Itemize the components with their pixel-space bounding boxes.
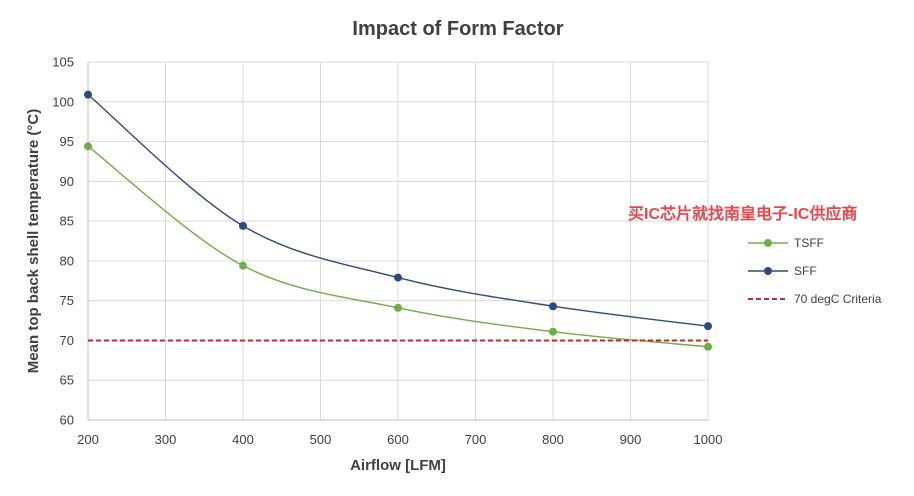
watermark-text: 买IC芯片就找南皇电子-IC供应商 [628, 204, 857, 223]
data-point-sff [704, 322, 712, 331]
chart-title: Impact of Form Factor [352, 18, 563, 40]
x-tick-label: 800 [542, 432, 564, 447]
x-tick-label: 1000 [694, 432, 723, 447]
legend-marker-tsff [764, 239, 772, 247]
x-tick-label: 700 [465, 432, 487, 447]
legend-label-sff: SFF [794, 264, 817, 278]
data-point-tsff [549, 327, 557, 336]
x-tick-label: 300 [155, 432, 177, 447]
legend: TSFF SFF 70 degC Criteria [748, 236, 882, 306]
y-tick-label: 80 [60, 253, 74, 268]
y-tick-label: 65 [60, 373, 74, 388]
data-point-sff [394, 273, 402, 282]
x-tick-label: 900 [620, 432, 642, 447]
axes [87, 62, 708, 421]
y-tick-label: 70 [60, 333, 74, 348]
x-tick-label: 400 [232, 432, 254, 447]
y-tick-label: 75 [60, 293, 74, 308]
data-point-tsff [394, 303, 402, 312]
y-axis-title: Mean top back shell temperature (°C) [25, 109, 42, 373]
legend-label-tsff: TSFF [794, 236, 824, 250]
x-axis-title: Airflow [LFM] [350, 457, 446, 474]
data-point-sff [84, 90, 92, 99]
data-point-sff [549, 302, 557, 311]
y-tick-label: 95 [60, 134, 74, 149]
y-tick-label: 100 [52, 94, 74, 109]
y-tick-label: 85 [60, 214, 74, 229]
data-point-tsff [239, 261, 247, 270]
legend-label-70-degc-criteria: 70 degC Criteria [794, 292, 882, 306]
y-tick-label: 60 [60, 413, 74, 428]
data-point-sff [239, 221, 247, 230]
y-tick-label: 90 [60, 174, 74, 189]
x-tick-label: 200 [77, 432, 99, 447]
data-point-tsff [704, 342, 712, 351]
legend-marker-sff [764, 267, 772, 275]
x-tick-label: 500 [310, 432, 332, 447]
data-point-tsff [84, 142, 92, 151]
grid [87, 61, 709, 421]
x-tick-label: 600 [387, 432, 409, 447]
tick-labels: 60 65 70 75 80 85 90 95 100 105 200 300 400 500 600 700… [52, 55, 722, 448]
series-layer [84, 90, 712, 351]
y-tick-label: 105 [52, 55, 74, 70]
